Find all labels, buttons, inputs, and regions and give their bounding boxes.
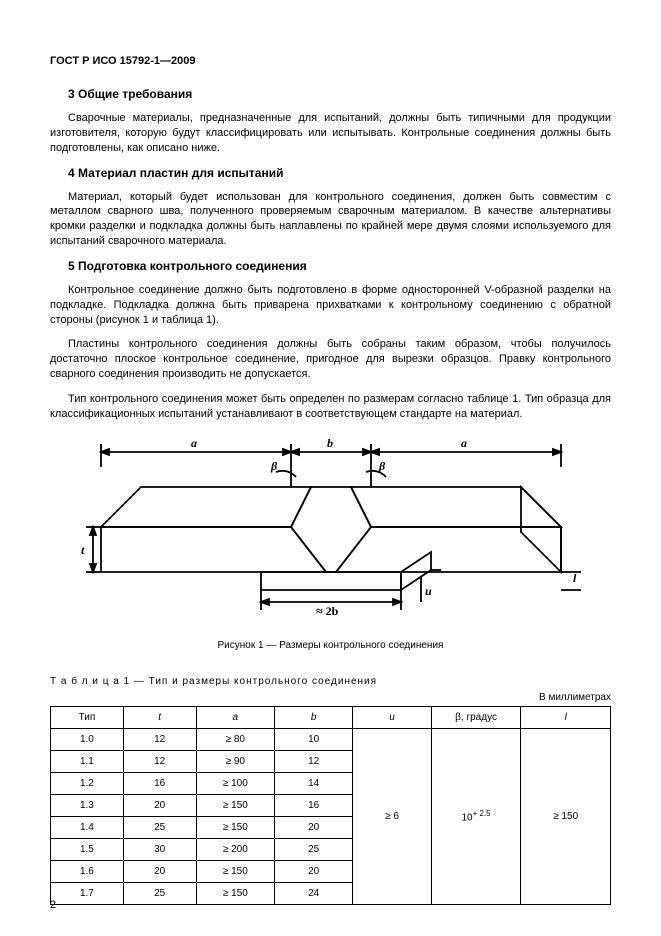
table-header-row: Тип t a b u β, градус l	[51, 706, 611, 728]
svg-text:a: a	[461, 436, 467, 450]
table-cell: 30	[123, 838, 196, 860]
svg-text:l: l	[573, 571, 577, 585]
table-cell: 12	[123, 750, 196, 772]
table-header: t	[123, 706, 196, 728]
table-1-units: В миллиметрах	[50, 692, 611, 703]
table-cell: 24	[274, 882, 352, 904]
svg-text:β: β	[378, 459, 386, 473]
table-cell: 1.0	[51, 728, 124, 750]
table-header: a	[196, 706, 274, 728]
table-cell: 20	[274, 816, 352, 838]
figure-1-caption: Рисунок 1 — Размеры контрольного соедине…	[50, 640, 611, 651]
table-cell: 20	[123, 860, 196, 882]
table-1-caption: Т а б л и ц а 1 — Тип и размеры контроль…	[50, 676, 611, 687]
table-cell: 10	[274, 728, 352, 750]
table-cell-merged-beta: 10+ 2.5	[431, 728, 521, 904]
document-header: ГОСТ Р ИСО 15792-1—2009	[50, 55, 611, 67]
table-cell: ≥ 150	[196, 860, 274, 882]
section-5-heading: 5 Подготовка контрольного соединения	[50, 259, 611, 273]
table-cell: 1.1	[51, 750, 124, 772]
table-row: 1.012≥ 8010≥ 610+ 2.5≥ 150	[51, 728, 611, 750]
table-cell-merged-u: ≥ 6	[353, 728, 431, 904]
svg-text:β: β	[270, 459, 278, 473]
table-cell: ≥ 150	[196, 816, 274, 838]
table-cell: 25	[123, 816, 196, 838]
table-cell: 20	[123, 794, 196, 816]
table-cell: 25	[123, 882, 196, 904]
table-cell: 25	[274, 838, 352, 860]
table-cell: 1.3	[51, 794, 124, 816]
table-cell: 16	[274, 794, 352, 816]
table-header: u	[353, 706, 431, 728]
table-header: l	[521, 706, 611, 728]
svg-text:≈ 2b: ≈ 2b	[316, 604, 339, 618]
table-cell: ≥ 90	[196, 750, 274, 772]
table-header: Тип	[51, 706, 124, 728]
table-cell: 14	[274, 772, 352, 794]
table-cell: ≥ 80	[196, 728, 274, 750]
page-number: 2	[50, 899, 56, 911]
section-5-paragraph-3: Тип контрольного соединения может быть о…	[50, 392, 611, 422]
table-cell: ≥ 150	[196, 882, 274, 904]
table-cell: 12	[274, 750, 352, 772]
table-cell: 1.4	[51, 816, 124, 838]
table-cell: 1.6	[51, 860, 124, 882]
table-header: β, градус	[431, 706, 521, 728]
svg-text:t: t	[81, 543, 85, 557]
table-cell: 20	[274, 860, 352, 882]
table-caption-rest: 1 — Тип и размеры контрольного соединени…	[120, 676, 377, 687]
section-4-paragraph: Материал, который будет использован для …	[50, 190, 611, 249]
section-3-heading: 3 Общие требования	[50, 87, 611, 101]
table-cell: 16	[123, 772, 196, 794]
table-cell: ≥ 100	[196, 772, 274, 794]
table-cell-merged-l: ≥ 150	[521, 728, 611, 904]
table-cell: 1.5	[51, 838, 124, 860]
table-header: b	[274, 706, 352, 728]
table-cell: ≥ 150	[196, 794, 274, 816]
table-caption-word: Т а б л и ц а	[50, 676, 120, 687]
table-cell: 1.2	[51, 772, 124, 794]
table-cell: 1.7	[51, 882, 124, 904]
table-1: Тип t a b u β, градус l 1.012≥ 8010≥ 610…	[50, 706, 611, 905]
table-cell: 12	[123, 728, 196, 750]
figure-1-diagram: a b a β β t l u ≈ 2b	[70, 432, 591, 625]
table-cell: ≥ 200	[196, 838, 274, 860]
svg-text:b: b	[327, 436, 333, 450]
section-5-paragraph-1: Контрольное соединение должно быть подго…	[50, 283, 611, 328]
section-3-paragraph: Сварочные материалы, предназначенные для…	[50, 111, 611, 156]
svg-text:u: u	[425, 584, 432, 598]
section-4-heading: 4 Материал пластин для испытаний	[50, 166, 611, 180]
section-5-paragraph-2: Пластины контрольного соединения должны …	[50, 337, 611, 382]
svg-text:a: a	[191, 436, 197, 450]
